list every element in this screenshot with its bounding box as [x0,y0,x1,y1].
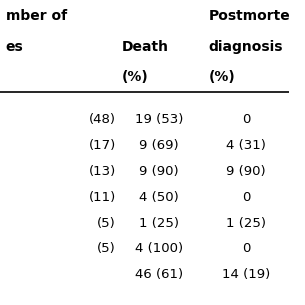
Text: (5): (5) [97,217,116,230]
Text: 9 (69): 9 (69) [139,139,179,152]
Text: 4 (100): 4 (100) [135,242,183,256]
Text: 0: 0 [242,242,250,256]
Text: 14 (19): 14 (19) [222,268,270,282]
Text: 9 (90): 9 (90) [226,165,266,178]
Text: 4 (50): 4 (50) [139,191,179,204]
Text: 0: 0 [242,113,250,126]
Text: 46 (61): 46 (61) [135,268,183,282]
Text: 9 (90): 9 (90) [139,165,179,178]
Text: (5): (5) [97,242,116,256]
Text: es: es [6,40,23,54]
Text: (13): (13) [88,165,116,178]
Text: 4 (31): 4 (31) [226,139,266,152]
Text: Death: Death [122,40,169,54]
Text: 1 (25): 1 (25) [139,217,179,230]
Text: mber of: mber of [6,9,67,23]
Text: 0: 0 [242,191,250,204]
Text: 19 (53): 19 (53) [135,113,183,126]
Text: (11): (11) [88,191,116,204]
Text: (%): (%) [122,70,148,84]
Text: diagnosis: diagnosis [208,40,283,54]
Text: Postmorte: Postmorte [208,9,290,23]
Text: 1 (25): 1 (25) [226,217,266,230]
Text: (48): (48) [89,113,116,126]
Text: (17): (17) [88,139,116,152]
Text: (%): (%) [208,70,235,84]
